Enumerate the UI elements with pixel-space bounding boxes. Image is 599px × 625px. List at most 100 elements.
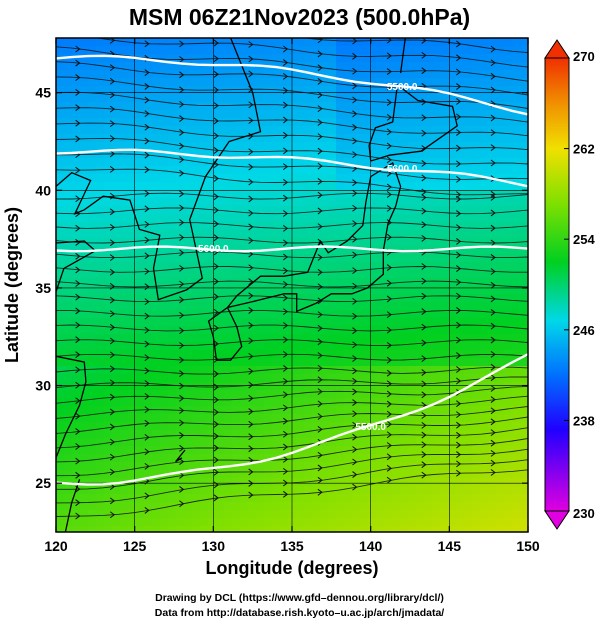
streamline-arrow <box>386 156 392 164</box>
streamline-arrow <box>386 52 392 60</box>
streamline-arrow <box>352 282 358 290</box>
streamline-arrow <box>179 382 185 390</box>
streamline-arrow <box>282 194 289 202</box>
streamline-arrow <box>317 38 323 44</box>
streamline-arrow <box>317 324 323 332</box>
streamline-arrow <box>490 336 496 344</box>
streamline-arrow <box>317 297 323 305</box>
streamline-arrow <box>490 59 496 67</box>
streamline-arrow <box>421 277 427 285</box>
streamline-arrow <box>490 309 496 316</box>
streamline-arrow <box>75 307 81 315</box>
colorbar-tick-label: 270 <box>573 49 595 64</box>
streamline-arrow <box>179 296 185 304</box>
x-axis-ticks: 120 125 130 135 140 145 150 <box>44 38 540 554</box>
streamline-arrow <box>282 467 289 475</box>
streamline-arrow <box>179 190 185 198</box>
streamline-arrow <box>179 486 185 493</box>
streamline <box>56 469 528 517</box>
streamline-arrow <box>456 40 462 48</box>
streamline <box>56 309 528 317</box>
streamline-arrow <box>75 104 81 112</box>
y-tick-label: 30 <box>35 378 51 394</box>
streamline-arrow <box>456 176 462 183</box>
streamline-arrow <box>490 363 496 371</box>
streamline-arrow <box>75 293 81 301</box>
streamline-arrow <box>213 324 219 332</box>
streamline-arrow <box>490 129 496 137</box>
streamline-arrow <box>144 392 150 400</box>
streamline-arrow <box>144 448 150 456</box>
streamline-arrow <box>213 383 219 391</box>
streamline-arrow <box>248 468 254 476</box>
streamline-arrow <box>490 350 496 358</box>
streamline-arrow <box>213 193 219 201</box>
streamline-arrow <box>109 438 116 446</box>
streamline-arrow <box>456 336 462 344</box>
streamline-arrow <box>109 165 116 173</box>
y-tick-label: 40 <box>35 182 51 198</box>
streamline-arrow <box>282 73 289 80</box>
streamline-arrow <box>386 204 392 212</box>
streamline-arrow <box>213 147 219 154</box>
streamline-arrow <box>490 396 496 403</box>
streamline-arrow <box>109 239 116 247</box>
contour-label: 5600.0 <box>198 244 229 255</box>
streamline-arrow <box>317 425 323 433</box>
streamline-arrow <box>317 64 323 72</box>
streamline-arrow <box>421 114 427 122</box>
streamline-arrow <box>179 234 185 241</box>
contour-label: 5500.0 <box>355 422 386 433</box>
contour-line <box>56 148 528 188</box>
streamline <box>56 339 528 346</box>
streamline-arrow <box>421 339 427 347</box>
streamline-arrow <box>456 400 462 408</box>
streamline-arrow <box>248 223 254 231</box>
streamline-arrow <box>75 239 81 246</box>
streamline-arrow <box>386 369 392 377</box>
streamline-arrow <box>109 224 116 231</box>
coastline <box>399 38 406 74</box>
streamline-arrow <box>109 150 116 158</box>
streamline-arrow <box>456 292 462 300</box>
streamline-arrow <box>109 268 116 276</box>
streamline-arrow <box>282 404 289 412</box>
streamline-arrow <box>421 431 427 439</box>
streamline-arrow <box>75 74 81 81</box>
streamline-arrow <box>179 458 185 466</box>
streamline-arrow <box>352 220 358 227</box>
streamline-arrow <box>317 400 323 408</box>
streamline-arrow <box>248 237 254 244</box>
streamline-arrow <box>248 381 254 389</box>
streamline-arrow <box>179 407 185 414</box>
streamline-arrow <box>75 397 81 405</box>
x-tick-label: 120 <box>44 538 68 554</box>
streamline-arrow <box>75 210 81 218</box>
streamline-arrow <box>386 400 392 408</box>
contour-label: 5500.0 <box>387 82 418 93</box>
streamline-arrow <box>317 50 323 58</box>
streamline-arrow <box>352 38 358 45</box>
streamline-arrow <box>386 410 392 418</box>
coastline <box>56 38 262 301</box>
chart-title: MSM 06Z21Nov2023 (500.0hPa) <box>128 4 471 30</box>
streamline-arrow <box>144 110 150 118</box>
streamline-arrow <box>248 307 254 314</box>
streamline-arrow <box>213 408 219 416</box>
streamline-arrow <box>282 336 289 344</box>
streamline-arrow <box>490 254 496 261</box>
streamline-arrow <box>179 432 185 439</box>
streamline-arrow <box>421 441 427 449</box>
streamline-arrow <box>386 68 392 75</box>
streamline-arrow <box>456 54 462 62</box>
streamline-arrow <box>213 420 219 428</box>
streamline-arrow <box>179 56 185 63</box>
streamline-arrow <box>282 443 289 451</box>
streamline-arrow <box>386 476 392 484</box>
streamline <box>56 76 528 109</box>
streamline-arrow <box>248 352 254 360</box>
streamline-arrow <box>317 119 323 126</box>
streamline-arrow <box>75 266 81 274</box>
streamline-arrow <box>386 170 392 177</box>
streamline-arrow <box>179 342 185 349</box>
